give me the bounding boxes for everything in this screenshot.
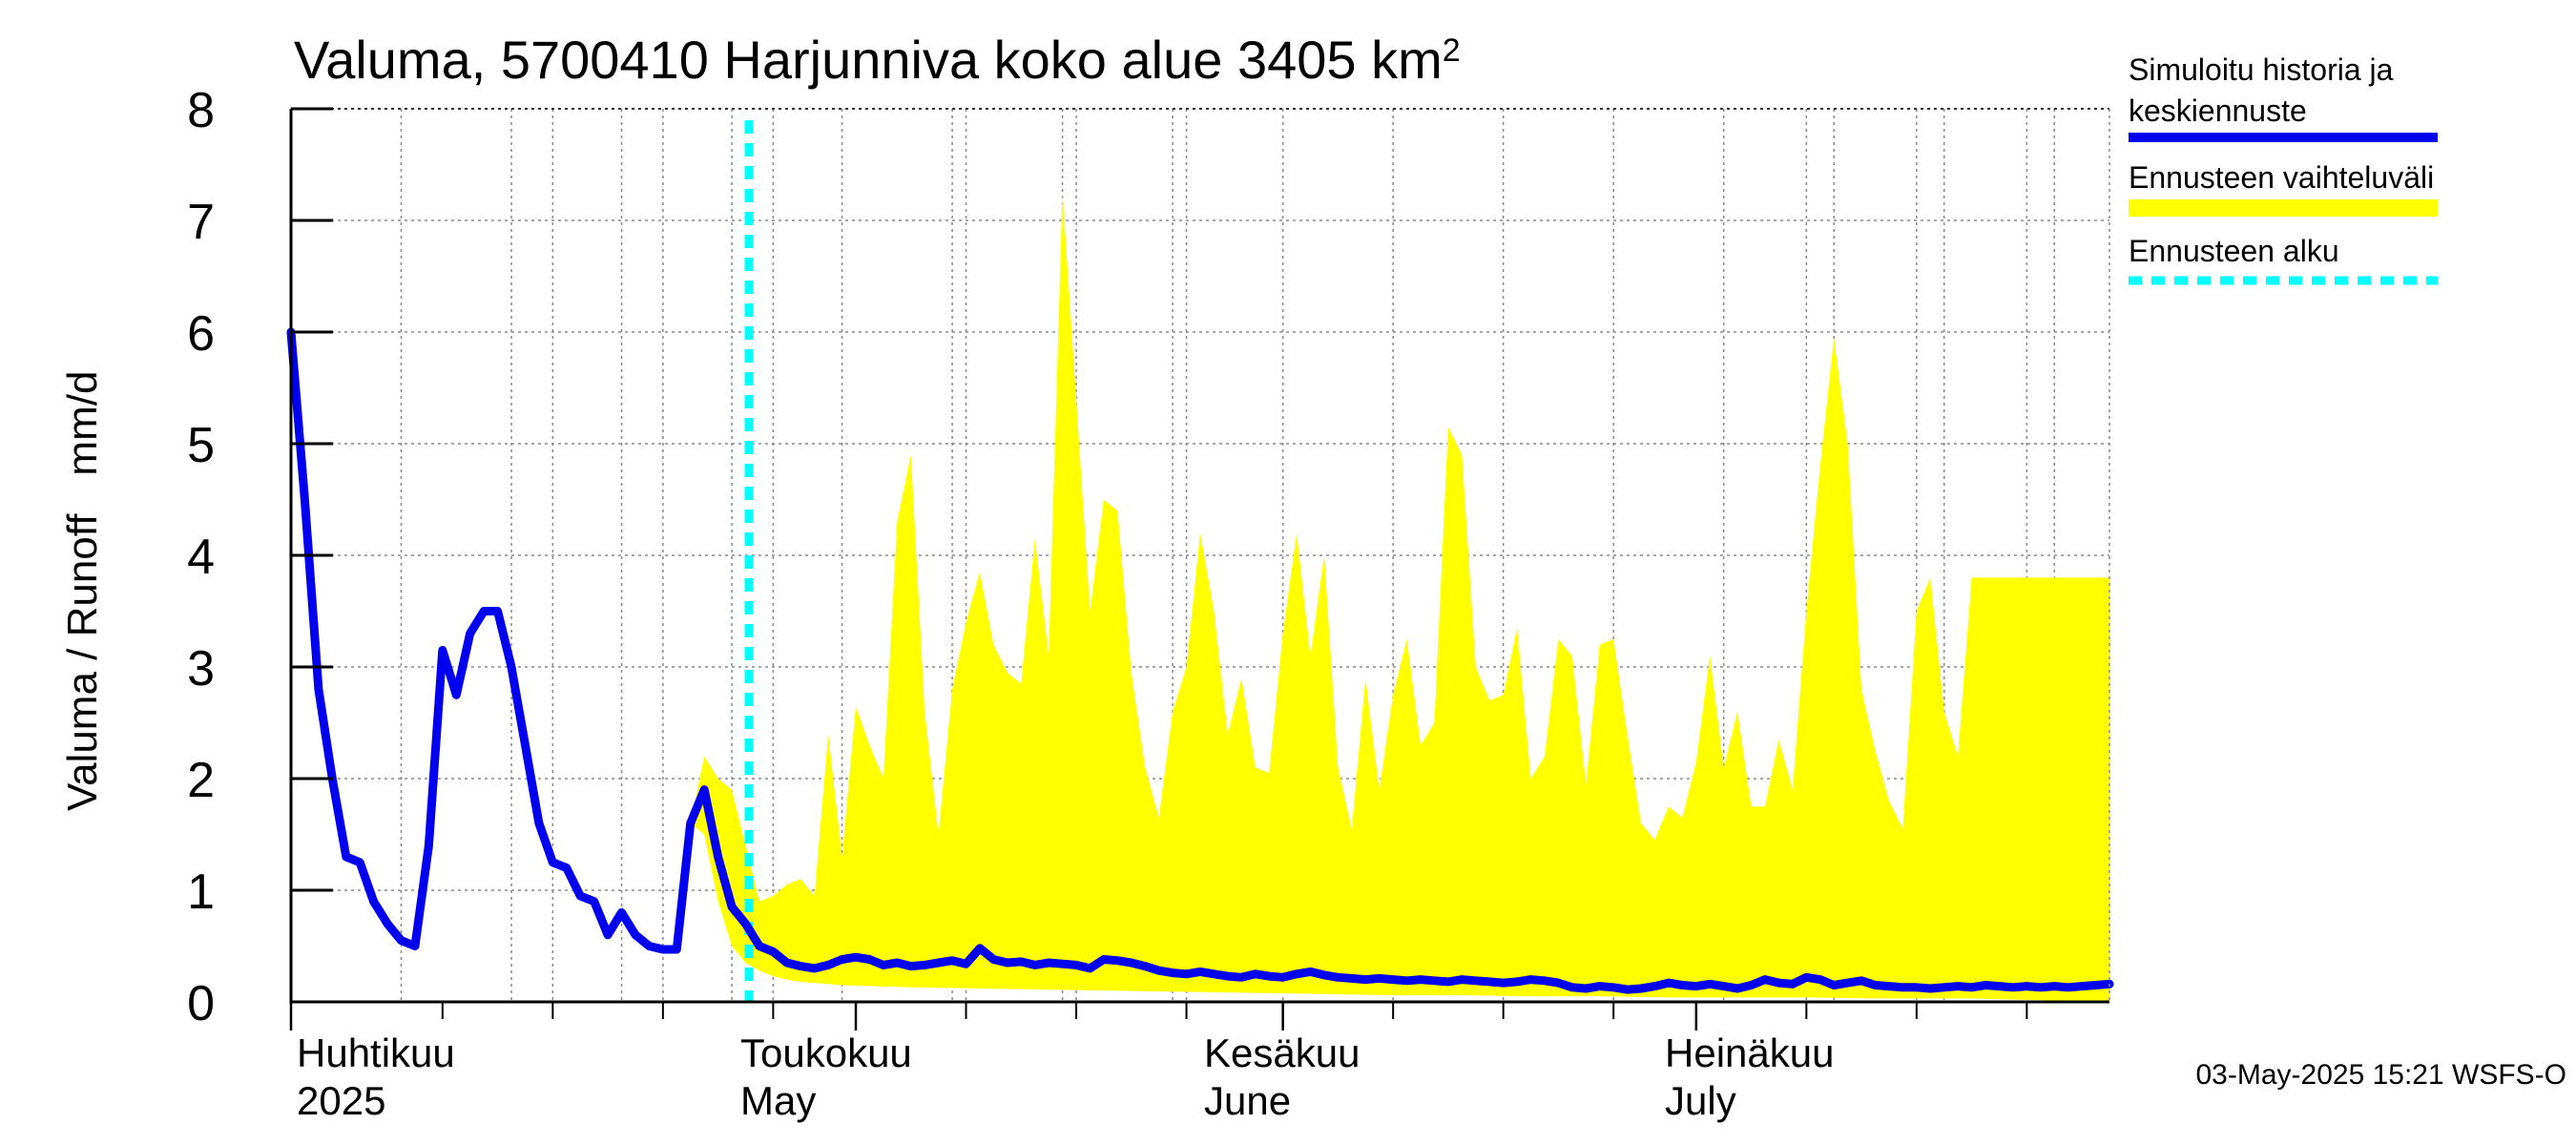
forecast-range-area	[690, 192, 2109, 1002]
axes	[289, 107, 2110, 1030]
x-month-label: Kesäkuu	[1204, 1030, 1360, 1075]
y-tick-label: 3	[187, 641, 215, 697]
x-month-sublabel: June	[1204, 1078, 1291, 1123]
chart-title: Valuma, 5700410 Harjunniva koko alue 340…	[294, 30, 1461, 90]
y-tick-label: 2	[187, 753, 215, 808]
legend-label-simulated-2: keskiennuste	[2129, 94, 2307, 128]
x-month-label: Heinäkuu	[1665, 1030, 1834, 1075]
y-tick-label: 0	[187, 976, 215, 1031]
x-month-sublabel: May	[740, 1078, 816, 1123]
y-tick-label: 1	[187, 864, 215, 920]
timestamp-footer: 03-May-2025 15:21 WSFS-O	[2195, 1059, 2567, 1091]
x-month-sublabel: 2025	[297, 1078, 385, 1123]
legend-label-simulated: Simuloitu historia ja	[2129, 52, 2394, 87]
x-month-sublabel: July	[1665, 1078, 1736, 1123]
y-tick-label: 7	[187, 195, 215, 250]
y-axis-label: Valuma / Runoffmm/d	[59, 370, 106, 811]
simulated-mean-line	[286, 327, 2114, 994]
y-tick-label: 8	[187, 83, 215, 138]
x-month-label: Huhtikuu	[297, 1030, 455, 1075]
y-tick-label: 6	[187, 306, 215, 362]
y-tick-label: 4	[187, 530, 215, 585]
legend-label-forecast-start: Ennusteen alku	[2129, 234, 2339, 268]
y-tick-label: 5	[187, 418, 215, 473]
y-tick-labels: 0 1 2 3 4 5 6 7 8	[187, 83, 215, 1031]
legend-swatches	[2129, 133, 2438, 285]
legend-label-range: Ennusteen vaihteluväli	[2129, 160, 2435, 195]
x-month-label: Toukokuu	[740, 1030, 912, 1075]
